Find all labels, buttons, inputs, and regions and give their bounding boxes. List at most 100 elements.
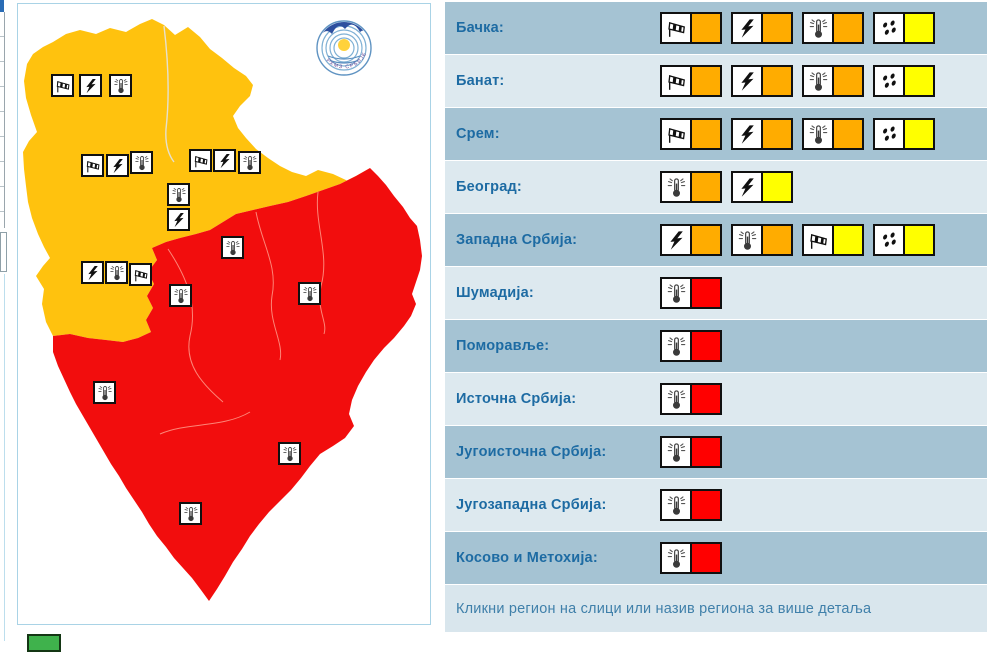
high-temp-icon [804,14,834,42]
region-row: Банат: [445,55,987,107]
warning-chips [660,489,722,521]
wind-icon [804,226,834,254]
warning-level-box [692,14,720,42]
warning-level-box [763,67,791,95]
high-temp-icon [105,261,128,284]
serbia-warning-map: РХМЗ СРБИЈЕ [17,3,431,625]
warning-level-box [905,14,933,42]
wind-icon [81,154,104,177]
region-name-link[interactable]: Косово и Метохија: [456,550,598,566]
district-borders [159,191,326,435]
storm-icon [733,120,763,148]
high-temp-icon [169,284,192,307]
region-row: Западна Србија: [445,214,987,266]
high-temp-icon [662,385,692,413]
high-temp-icon [278,442,301,465]
high-temp-icon [167,183,190,206]
storm-icon [106,154,129,177]
warning-chips [660,12,935,44]
high-temp-warning-chip [660,330,722,362]
warning-chips [660,118,935,150]
region-name-link[interactable]: Београд: [456,179,522,195]
high-temp-icon [221,236,244,259]
region-name-link[interactable]: Југоисточна Србија: [456,444,607,460]
wind-icon [662,120,692,148]
wind-icon [51,74,74,97]
warning-level-box [692,385,720,413]
storm-warning-chip [731,65,793,97]
rain-icon [875,14,905,42]
region-name-link[interactable]: Југозападна Србија: [456,497,607,513]
warning-chips [660,436,722,468]
region-row: Поморавље: [445,320,987,372]
wind-icon [129,263,152,286]
region-row: Југозападна Србија: [445,479,987,531]
warning-chips [660,277,722,309]
region-name-link[interactable]: Западна Србија: [456,232,578,248]
high-temp-warning-chip [731,224,793,256]
region-row: Београд: [445,161,987,213]
left-edge-blue-line [4,274,5,641]
region-name-link[interactable]: Банат: [456,73,505,89]
warning-chips [660,383,722,415]
warning-level-box [905,67,933,95]
high-temp-icon [238,151,261,174]
warning-chips [660,65,935,97]
high-temp-icon [298,282,321,305]
high-temp-warning-chip [660,489,722,521]
warning-level-box [834,120,862,148]
warning-chips [660,542,722,574]
storm-icon [79,74,102,97]
high-temp-icon [804,67,834,95]
region-name-link[interactable]: Поморавље: [456,338,550,354]
warning-level-box [763,14,791,42]
region-name-link[interactable]: Бачка: [456,20,504,36]
map-region-south[interactable] [53,168,422,601]
vojvodina-border [163,25,175,163]
region-row: Југоисточна Србија: [445,426,987,478]
high-temp-warning-chip [802,65,864,97]
region-name-link[interactable]: Срем: [456,126,500,142]
storm-icon [81,261,104,284]
wind-warning-chip [660,65,722,97]
warning-level-box [692,226,720,254]
storm-icon [733,173,763,201]
high-temp-warning-chip [802,12,864,44]
left-edge-row-lines [0,12,5,228]
warning-level-box [692,491,720,519]
high-temp-icon [662,173,692,201]
warning-chips [660,171,793,203]
warning-level-box [834,14,862,42]
high-temp-warning-chip [660,171,722,203]
high-temp-icon [662,544,692,572]
warning-level-box [905,120,933,148]
storm-icon [733,67,763,95]
warning-level-box [763,120,791,148]
warning-level-box [763,173,791,201]
high-temp-icon [804,120,834,148]
legend-green-box [27,634,61,652]
warning-chips [660,224,935,256]
high-temp-warning-chip [802,118,864,150]
region-row: Срем: [445,108,987,160]
region-name-link[interactable]: Шумадија: [456,285,534,301]
warning-level-box [692,544,720,572]
storm-warning-chip [660,224,722,256]
high-temp-icon [662,491,692,519]
storm-icon [662,226,692,254]
high-temp-icon [179,502,202,525]
warning-chips [660,330,722,362]
high-temp-warning-chip [660,383,722,415]
warning-level-box [905,226,933,254]
wind-icon [189,149,212,172]
region-row: Косово и Метохија: [445,532,987,584]
rain-warning-chip [873,224,935,256]
region-name-link[interactable]: Источна Србија: [456,391,577,407]
rain-icon [875,120,905,148]
wind-warning-chip [802,224,864,256]
warning-level-box [692,279,720,307]
high-temp-icon [109,74,132,97]
high-temp-icon [93,381,116,404]
wind-warning-chip [660,12,722,44]
storm-icon [167,208,190,231]
